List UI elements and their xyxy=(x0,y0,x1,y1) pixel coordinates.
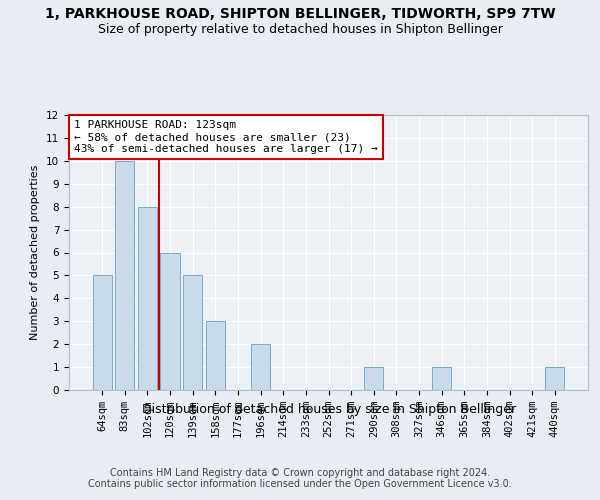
Y-axis label: Number of detached properties: Number of detached properties xyxy=(31,165,40,340)
Bar xyxy=(138,206,157,390)
Text: 1 PARKHOUSE ROAD: 123sqm
← 58% of detached houses are smaller (23)
43% of semi-d: 1 PARKHOUSE ROAD: 123sqm ← 58% of detach… xyxy=(74,120,378,154)
Bar xyxy=(545,367,565,390)
Bar xyxy=(115,161,134,390)
Bar xyxy=(206,322,225,390)
Bar xyxy=(160,252,180,390)
Bar xyxy=(364,367,383,390)
Text: Distribution of detached houses by size in Shipton Bellinger: Distribution of detached houses by size … xyxy=(142,402,516,415)
Bar xyxy=(251,344,270,390)
Bar xyxy=(92,276,112,390)
Text: 1, PARKHOUSE ROAD, SHIPTON BELLINGER, TIDWORTH, SP9 7TW: 1, PARKHOUSE ROAD, SHIPTON BELLINGER, TI… xyxy=(44,8,556,22)
Bar xyxy=(432,367,451,390)
Bar xyxy=(183,276,202,390)
Text: Size of property relative to detached houses in Shipton Bellinger: Size of property relative to detached ho… xyxy=(98,22,502,36)
Text: Contains HM Land Registry data © Crown copyright and database right 2024.
Contai: Contains HM Land Registry data © Crown c… xyxy=(88,468,512,489)
